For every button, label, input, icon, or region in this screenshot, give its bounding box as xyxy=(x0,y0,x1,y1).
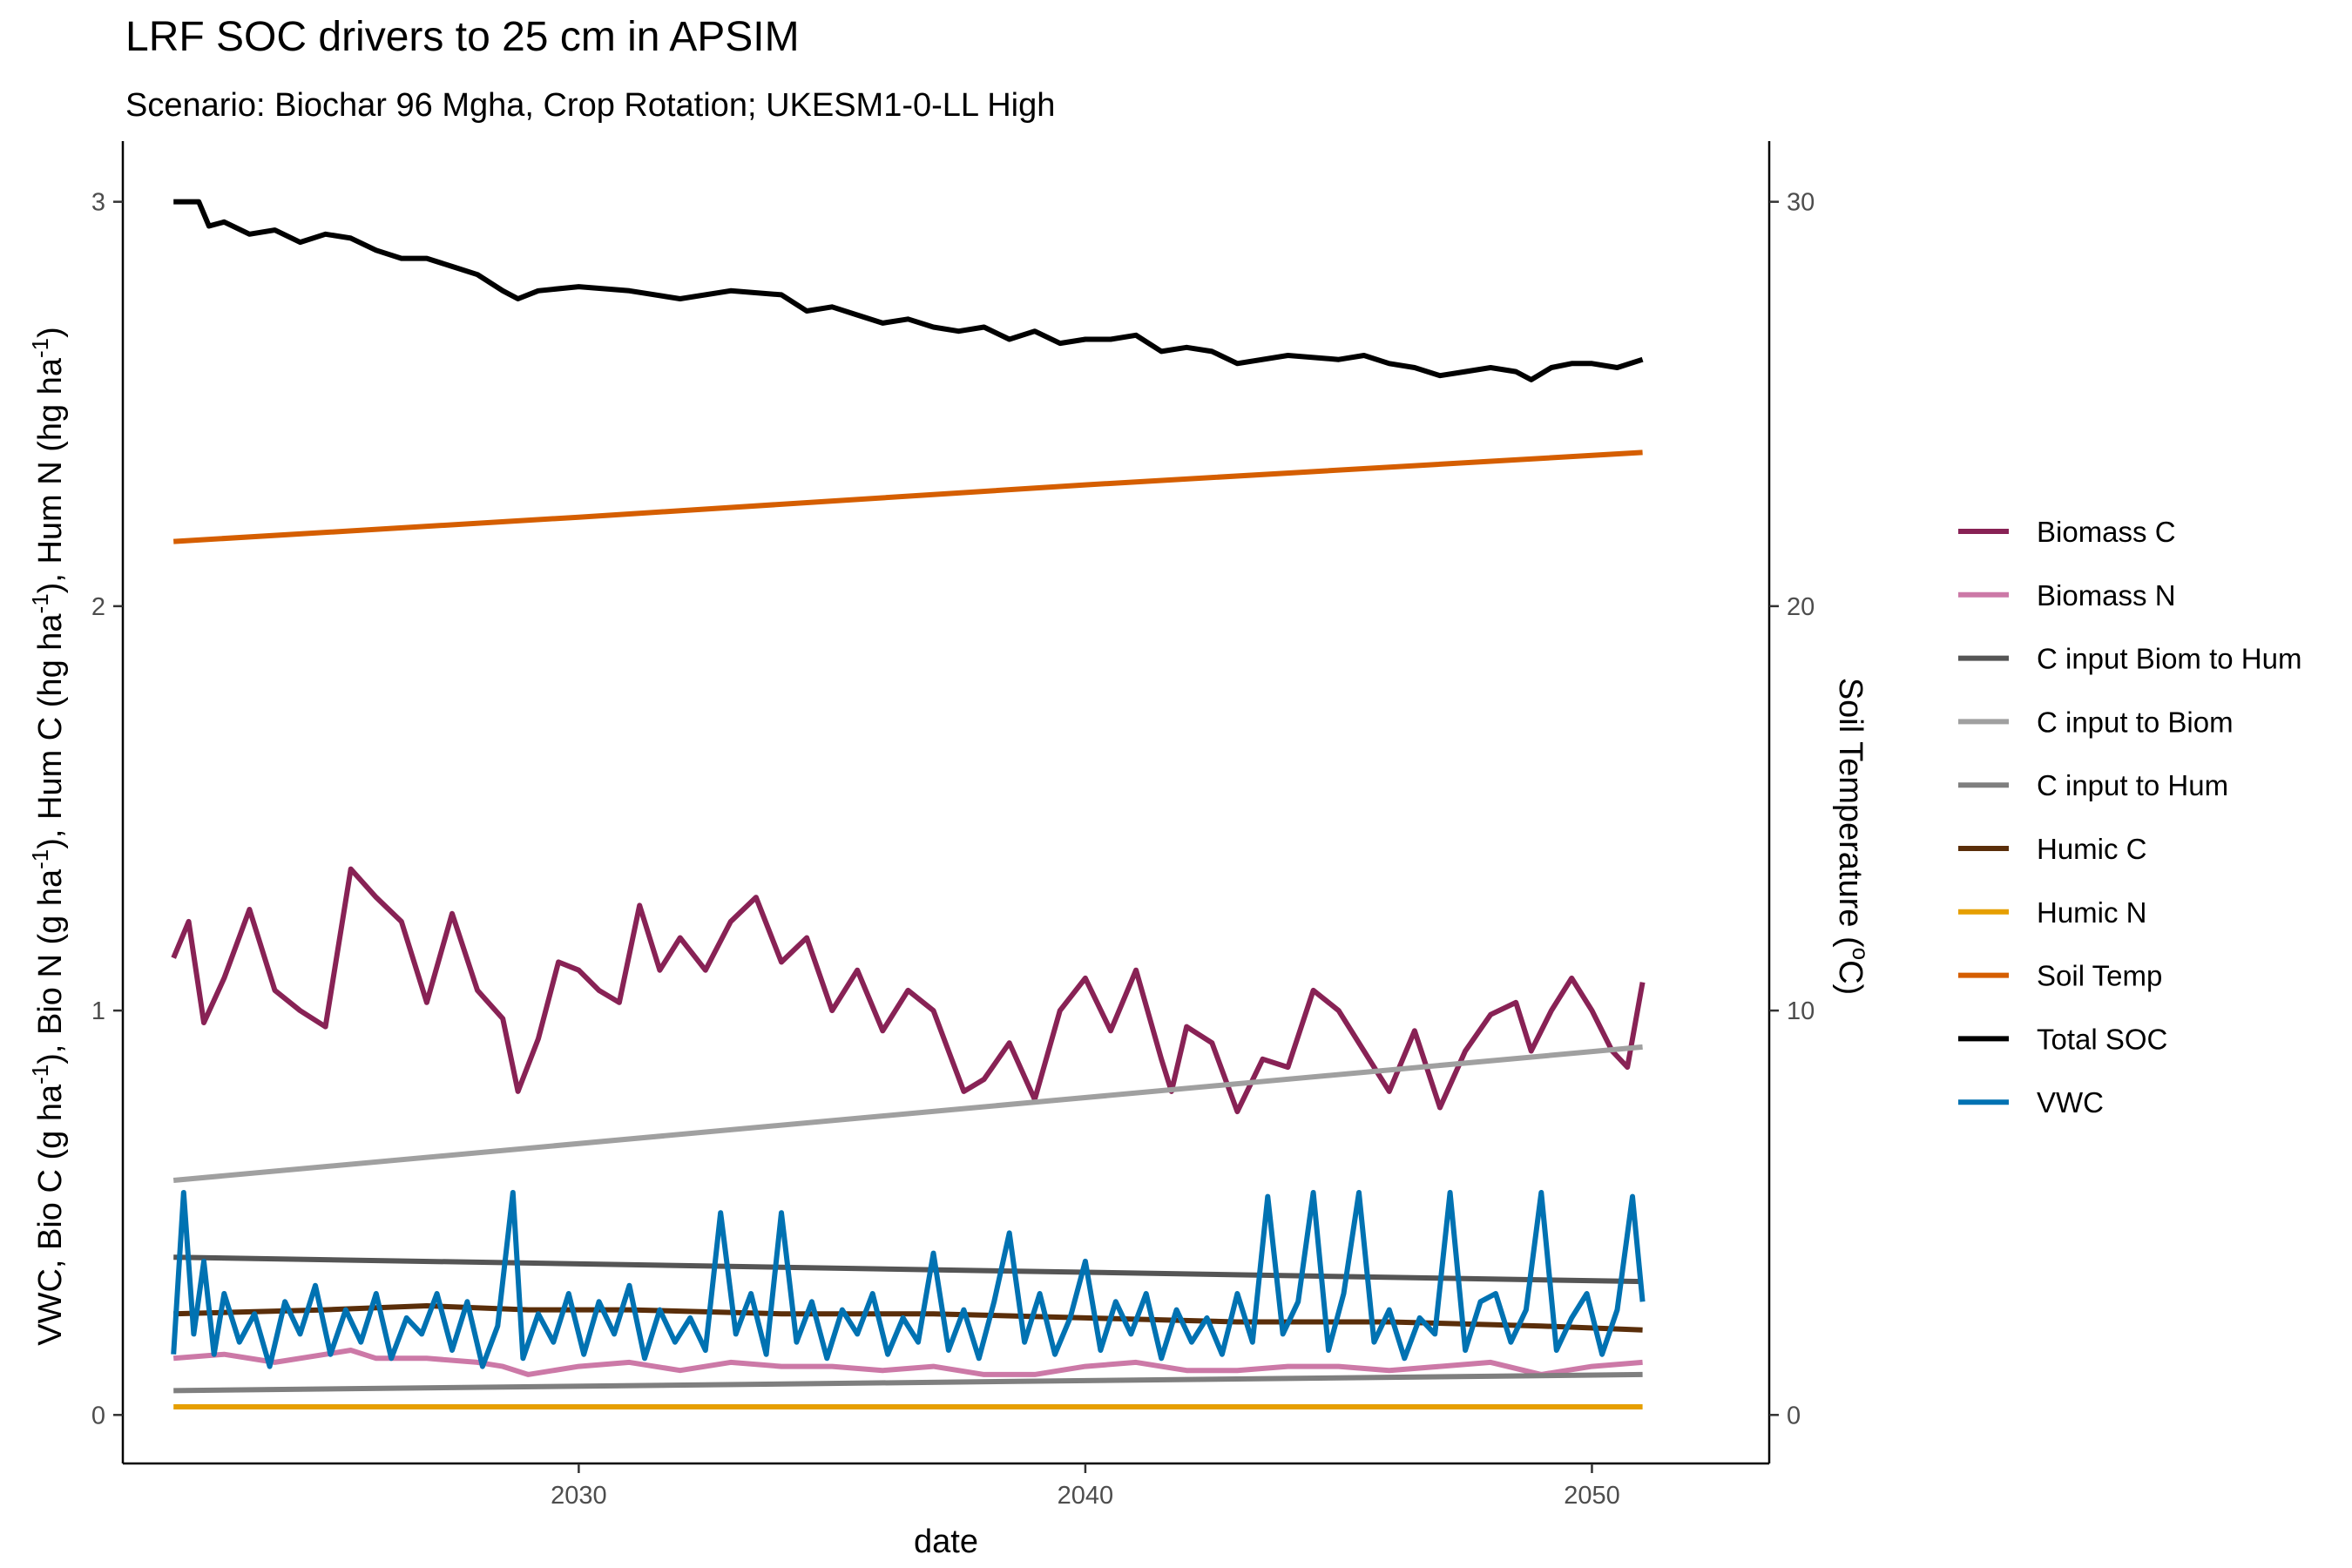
legend-item-c-input-to-biom: C input to Biom xyxy=(1958,706,2234,738)
legend-item-soil-temp: Soil Temp xyxy=(1958,960,2162,992)
legend-item-biomass-n: Biomass N xyxy=(1958,579,2176,612)
legend-label: Soil Temp xyxy=(2037,960,2162,992)
y2-axis-title: Soil Temperature (oC) xyxy=(1832,678,1874,995)
y2-tick-label: 0 xyxy=(1787,1402,1801,1429)
legend-item-total-soc: Total SOC xyxy=(1958,1023,2167,1055)
series-line-soil-temp xyxy=(173,449,1643,544)
series-layer xyxy=(171,199,1646,1409)
legend-item-vwc: VWC xyxy=(1958,1086,2104,1119)
series-line-vwc xyxy=(171,1190,1646,1369)
y2-tick-label: 20 xyxy=(1787,593,1815,621)
legend-label: C input to Biom xyxy=(2037,706,2234,738)
x-axis-title: date xyxy=(914,1524,978,1560)
legend-label: Humic C xyxy=(2037,833,2147,865)
y2-tick-label: 10 xyxy=(1787,997,1815,1025)
y-axis-title: VWC, Bio C (g ha-1), Bio N (g ha-1), Hum… xyxy=(27,327,69,1346)
series-line-c-input-biom-to-hum xyxy=(173,1254,1643,1285)
series-line-biomass-c xyxy=(171,866,1646,1115)
y-tick-label: 1 xyxy=(91,997,105,1025)
legend-label: Biomass C xyxy=(2037,516,2176,548)
chart-subtitle: Scenario: Biochar 96 Mgha, Crop Rotation… xyxy=(125,87,1055,124)
x-tick-label: 2030 xyxy=(551,1482,607,1510)
y-tick-label: 0 xyxy=(91,1402,105,1429)
series-line-humic-c xyxy=(173,1303,1643,1333)
x-tick-label: 2040 xyxy=(1058,1482,1114,1510)
legend-item-biomass-c: Biomass C xyxy=(1958,516,2176,548)
legend-label: Humic N xyxy=(2037,896,2147,929)
legend: Biomass C Biomass N C input Biom to Hum C i… xyxy=(1958,516,2301,1119)
legend-label: C input to Hum xyxy=(2037,769,2228,801)
chart-title: LRF SOC drivers to 25 cm in APSIM xyxy=(125,14,800,60)
y-tick-label: 3 xyxy=(91,189,105,217)
legend-item-humic-c: Humic C xyxy=(1958,833,2147,865)
series-line-total-soc xyxy=(173,199,1644,382)
legend-item-humic-n: Humic N xyxy=(1958,896,2147,929)
series-line-biomass-n xyxy=(172,1348,1643,1377)
legend-label: Biomass N xyxy=(2037,579,2176,612)
series-line-c-input-to-hum xyxy=(173,1371,1643,1394)
legend-item-c-input-to-hum: C input to Hum xyxy=(1958,769,2228,801)
legend-label: Total SOC xyxy=(2037,1023,2167,1055)
x-tick-label: 2050 xyxy=(1564,1482,1620,1510)
y2-tick-label: 30 xyxy=(1787,189,1815,217)
legend-item-c-input-biom-to-hum: C input Biom to Hum xyxy=(1958,643,2301,675)
series-line-c-input-to-biom xyxy=(172,1044,1643,1183)
legend-label: VWC xyxy=(2037,1086,2104,1119)
legend-label: C input Biom to Hum xyxy=(2037,643,2301,675)
y-tick-label: 2 xyxy=(91,593,105,621)
